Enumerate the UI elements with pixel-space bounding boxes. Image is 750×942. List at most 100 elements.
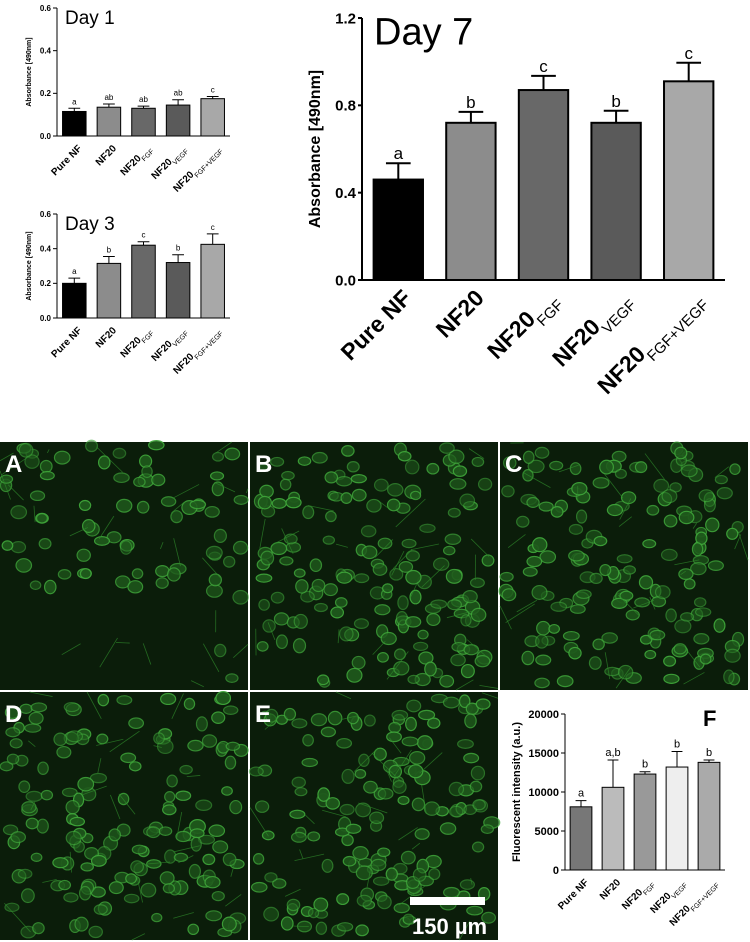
cell [28,711,44,725]
cell [534,677,550,689]
cell [29,490,46,502]
error-bar [458,110,484,123]
cell [74,916,89,932]
cell [292,638,307,654]
cell [351,655,366,670]
neurite [47,449,50,454]
cell [4,705,20,720]
cell [599,459,615,475]
cell [224,755,237,770]
neurite [386,651,409,680]
cell [225,673,239,683]
neurite [264,716,280,730]
cell [550,601,568,612]
error-bar [671,750,683,768]
neurite [604,473,624,499]
cell [97,455,111,470]
cell [221,916,237,932]
neurite [202,643,220,673]
cell [534,446,550,459]
cell [108,828,121,842]
neurite [96,738,124,746]
cell [447,507,461,518]
cell [123,893,140,904]
cell [223,555,236,568]
cell [291,776,306,789]
cell [131,568,144,580]
error-bar [607,759,619,788]
bar [200,243,225,319]
x-tick-label: NF20 [431,285,489,343]
significance-letter: a,b [605,747,620,759]
error-bar [703,759,715,763]
cell [189,499,207,510]
micrograph: A [0,439,249,690]
category-subscript: FGF [642,882,657,897]
cell [286,898,301,912]
cell [409,751,426,765]
cell [575,509,588,524]
cell [448,781,465,797]
cell [294,787,308,797]
cell [116,695,133,706]
neurite [271,530,300,546]
cell [393,648,406,661]
x-tick-label: NF20FGF+VEGF [171,143,224,196]
cell [85,439,99,453]
cell [407,764,424,779]
cell [250,881,268,893]
panel-label: D [5,701,22,728]
category-subscript: VEGF [172,330,190,348]
chart: 0.0 0.4 0.8 1.2 Absorbance [490nm] Day 7 a Pure… [307,10,725,399]
y-tick-label: 20000 [528,709,559,721]
cell [386,483,404,497]
cell [413,641,429,652]
significance-letter: a [72,97,77,106]
neurite [30,801,36,811]
cell [128,717,145,730]
cell [293,568,306,578]
cell [183,697,196,710]
significance-letter: c [142,231,146,240]
cell [477,477,493,491]
error-bar [68,107,81,112]
cell [469,780,483,793]
cell [208,573,222,587]
neurite [186,775,201,778]
cell [370,858,387,872]
cell [40,789,54,801]
cell [414,828,430,840]
cell [315,921,328,935]
cell [459,493,476,508]
cell [295,579,309,594]
significance-letter: a [72,267,77,276]
cell [426,462,440,475]
cell [623,565,637,575]
cell [57,569,72,580]
cell [334,597,348,608]
y-tick-label: 1.2 [335,10,356,27]
cell [604,666,621,677]
cell [568,523,584,535]
cell [459,879,475,890]
category-name: NF20 [547,313,605,371]
cell [211,711,226,724]
cell [119,540,133,555]
cell [310,713,328,727]
cell [355,802,372,818]
neurite [372,641,386,655]
cell [386,498,401,512]
category-name: NF20 [171,351,196,376]
cell [146,826,161,839]
cell [341,768,355,784]
cell [397,451,412,462]
cell [527,459,545,474]
cell [535,654,552,666]
cell [678,568,694,581]
cell [392,779,407,794]
neurite [335,543,348,548]
cell [146,859,162,869]
cell [325,797,340,810]
cell [160,496,177,507]
